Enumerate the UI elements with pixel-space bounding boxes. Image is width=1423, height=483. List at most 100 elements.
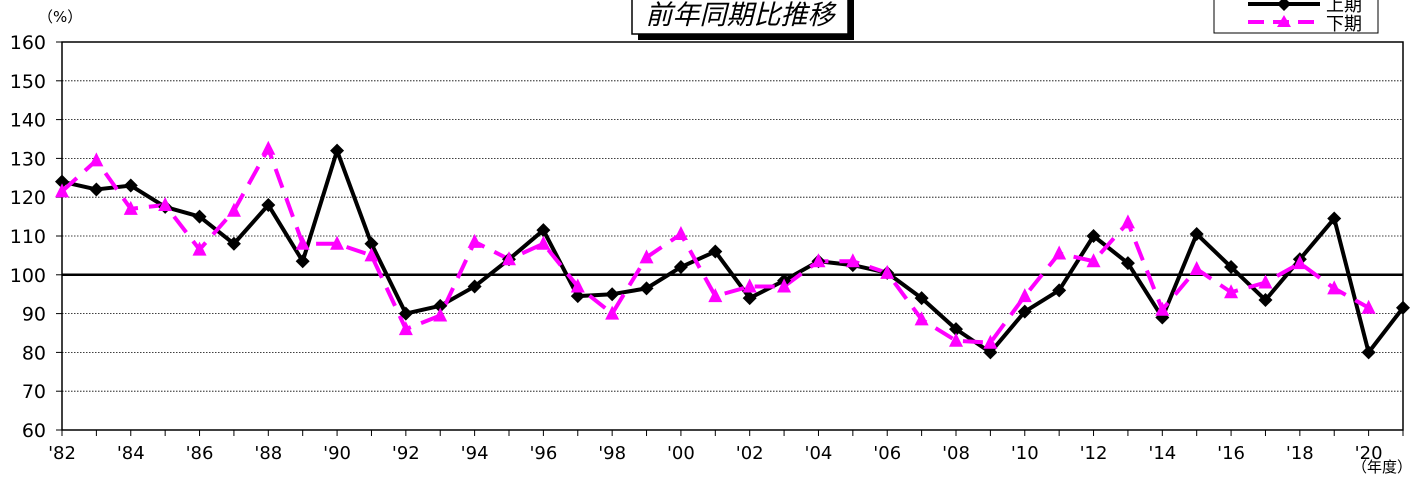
data-point-triangle <box>1189 260 1204 275</box>
data-point-triangle <box>1224 284 1239 299</box>
data-point-diamond <box>536 223 551 238</box>
data-point-diamond <box>467 279 482 294</box>
data-point-diamond <box>89 182 104 197</box>
x-tick-label: '96 <box>529 443 557 464</box>
data-point-triangle <box>1327 280 1342 295</box>
data-point-diamond <box>1086 229 1101 243</box>
data-point-diamond <box>192 209 207 224</box>
data-point-diamond <box>433 298 448 313</box>
data-point-triangle <box>673 226 688 241</box>
data-point-triangle <box>1292 255 1307 270</box>
x-tick-label: '82 <box>48 443 76 464</box>
data-point-triangle <box>708 288 723 303</box>
data-point-triangle <box>502 251 516 266</box>
y-tick-label: 150 <box>10 71 46 93</box>
data-point-triangle <box>1017 288 1032 303</box>
data-point-diamond <box>123 178 138 193</box>
data-point-diamond <box>605 287 620 302</box>
y-tick-label: 80 <box>22 342 46 364</box>
x-tick-label: '86 <box>186 443 214 464</box>
x-tick-label: '00 <box>667 443 695 464</box>
data-point-triangle <box>742 278 757 293</box>
data-point-triangle <box>261 140 276 155</box>
data-point-triangle <box>880 264 895 279</box>
x-tick-label: '04 <box>805 443 833 464</box>
y-tick-label: 70 <box>22 381 46 403</box>
data-point-triangle <box>845 253 860 268</box>
data-point-triangle <box>1052 245 1067 260</box>
data-point-triangle <box>1258 274 1273 289</box>
data-point-triangle <box>158 196 173 211</box>
data-point-diamond <box>983 345 998 360</box>
y-tick-label: 140 <box>10 110 46 132</box>
data-point-diamond <box>330 143 345 158</box>
data-point-triangle <box>811 253 826 268</box>
x-tick-label: '12 <box>1080 443 1108 464</box>
series-line-lower <box>60 146 1370 345</box>
data-point-diamond <box>55 174 69 189</box>
data-point-triangle <box>433 307 448 322</box>
axes <box>56 41 1404 436</box>
x-tick-label: '92 <box>392 443 420 464</box>
data-point-triangle <box>639 249 654 264</box>
data-point-diamond <box>1189 227 1204 242</box>
data-point-diamond <box>1017 304 1032 319</box>
data-point-triangle <box>55 183 69 198</box>
data-point-diamond <box>1224 260 1239 275</box>
data-point-triangle <box>398 321 413 336</box>
data-point-triangle <box>192 241 207 256</box>
series-line-upper <box>61 148 1405 355</box>
y-tick-label: 120 <box>10 187 46 209</box>
data-point-triangle <box>949 332 963 347</box>
data-point-triangle <box>605 305 620 320</box>
data-point-triangle <box>777 278 792 293</box>
data-point-triangle <box>330 235 345 250</box>
x-tick-label: '06 <box>873 443 901 464</box>
data-point-triangle <box>467 233 482 248</box>
x-tick-label: '94 <box>461 443 489 464</box>
y-tick-label: 90 <box>22 304 46 326</box>
data-point-triangle <box>226 202 241 217</box>
y-tick-label: 110 <box>10 226 46 248</box>
data-point-triangle <box>364 247 379 262</box>
data-point-diamond <box>708 244 723 259</box>
x-tick-label: '14 <box>1148 443 1176 464</box>
data-point-diamond <box>364 236 379 251</box>
x-tick-label: '02 <box>736 443 764 464</box>
grid <box>62 80 1403 392</box>
data-point-triangle <box>1155 301 1170 316</box>
x-tick-label: '98 <box>598 443 626 464</box>
x-tick-label: '10 <box>1011 443 1039 464</box>
data-point-triangle <box>123 200 138 215</box>
data-point-diamond <box>639 281 654 296</box>
x-tick-label: '16 <box>1217 443 1245 464</box>
x-tick-label: '20 <box>1355 443 1383 464</box>
data-point-diamond <box>570 289 585 304</box>
data-point-triangle <box>89 152 104 167</box>
data-point-triangle <box>914 311 929 326</box>
data-point-triangle <box>983 334 998 349</box>
data-point-diamond <box>914 291 929 306</box>
y-tick-label: 160 <box>10 32 46 54</box>
data-point-diamond <box>1052 283 1067 298</box>
data-point-diamond <box>1396 300 1410 315</box>
data-point-diamond <box>1120 256 1135 271</box>
data-point-diamond <box>261 197 276 212</box>
data-point-diamond <box>742 291 757 306</box>
data-point-diamond <box>673 260 688 275</box>
x-tick-label: '08 <box>942 443 970 464</box>
series-layer <box>55 140 1410 360</box>
data-point-diamond <box>1327 211 1342 226</box>
x-tick-label: '90 <box>323 443 351 464</box>
x-tick-label: '88 <box>254 443 282 464</box>
x-tick-label: '84 <box>117 443 145 464</box>
data-point-triangle <box>536 235 551 250</box>
data-point-triangle <box>570 278 585 293</box>
data-point-diamond <box>949 322 963 337</box>
y-tick-label: 60 <box>22 420 46 442</box>
data-point-diamond <box>1258 293 1273 308</box>
axis-labels: 60 70 80 90 100 110 120 130 140 150 160 '82 '84 '86 '8… <box>10 32 1383 464</box>
data-point-diamond <box>398 306 413 321</box>
